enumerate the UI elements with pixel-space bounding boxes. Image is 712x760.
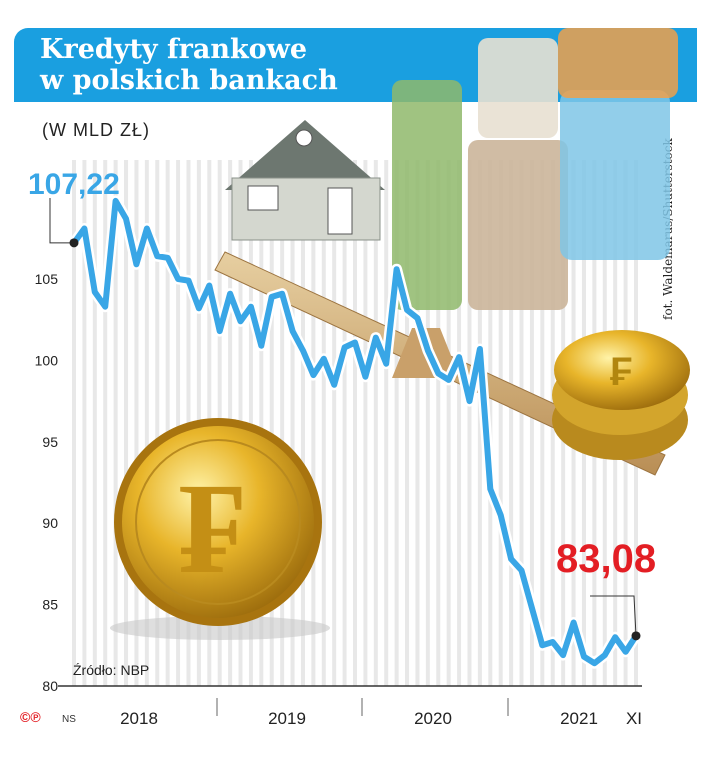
publisher-logo: ©℗: [20, 709, 41, 725]
y-tick-label: 80: [42, 678, 58, 694]
gold-coin-illustration: ₣: [110, 418, 330, 640]
title-line-1: Kredyty frankowe: [40, 34, 308, 65]
start-value-label: 107,22: [28, 168, 120, 201]
start-point-marker: [69, 238, 79, 248]
big-coin-franc-symbol: ₣: [178, 457, 243, 601]
logo-suffix: NS: [62, 714, 76, 725]
x-period-label: 2019: [268, 709, 306, 728]
x-period-label: XI: [626, 709, 642, 728]
end-value-label: 83,08: [556, 537, 656, 581]
y-axis-ticks: 80 85 90 95 100 105: [35, 271, 59, 694]
source-note: Źródło: NBP: [73, 662, 150, 678]
y-tick-label: 95: [42, 434, 58, 450]
series-line: [69, 195, 641, 669]
house-illustration: [225, 120, 385, 241]
x-period-label: 2018: [120, 709, 158, 728]
end-leader-line: [590, 595, 637, 636]
y-tick-label: 85: [42, 597, 58, 613]
x-period-label: 2020: [414, 709, 452, 728]
chart-unit: (W MLD ZŁ): [42, 120, 150, 140]
start-leader-line: [49, 198, 74, 244]
annotations: 107,22 83,08: [28, 168, 656, 641]
coin-stack-illustration: ₣: [552, 330, 690, 460]
end-point-marker: [631, 631, 641, 641]
y-tick-label: 90: [42, 515, 58, 531]
chart-title: Kredyty frankowe w polskich bankach: [40, 34, 338, 96]
title-line-2: w polskich bankach: [40, 65, 338, 96]
y-tick-label: 105: [35, 271, 59, 287]
x-period-label: 2021: [560, 709, 598, 728]
banknotes-illustration: [392, 28, 678, 310]
x-axis: 2018 2019 2020 2021 XI: [58, 685, 642, 728]
coin-franc-symbol: ₣: [610, 350, 632, 394]
y-tick-label: 100: [35, 352, 59, 368]
